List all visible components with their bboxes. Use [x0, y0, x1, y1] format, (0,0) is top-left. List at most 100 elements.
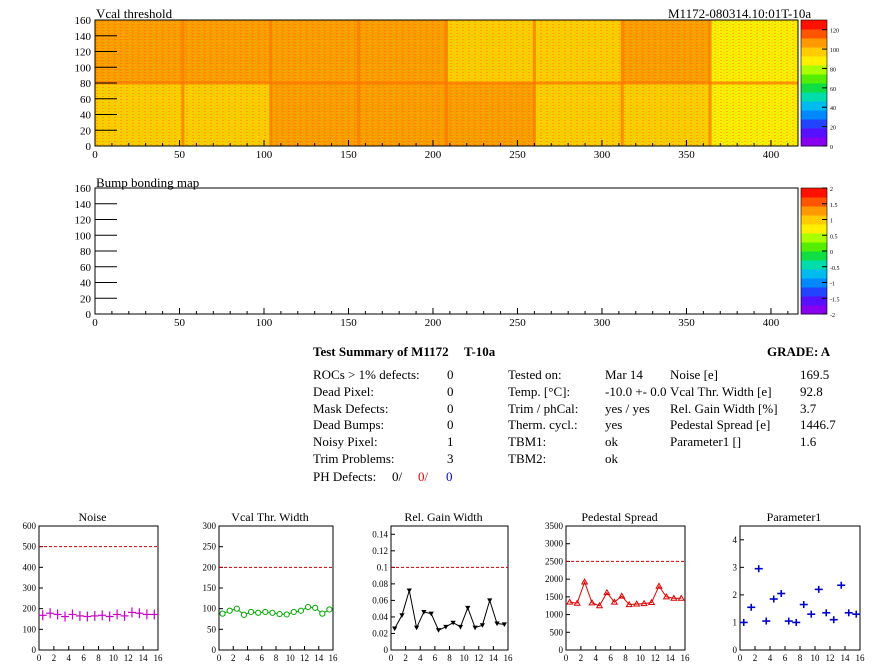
x-tick-label: 4 [245, 653, 250, 663]
x-tick-label: 12 [826, 653, 835, 663]
x-tick-label: 250 [509, 149, 526, 161]
vcal-palette-tick-label: 100 [830, 48, 839, 54]
x-tick-label: 350 [678, 149, 695, 161]
y-tick-label: 150 [203, 583, 217, 593]
y-tick-label: 0.04 [372, 612, 388, 622]
bump-palette-swatch [801, 233, 827, 243]
bump-bonding-map: 0 50 100 150 200 250 300 350 4000204060801001201… [75, 183, 840, 329]
vcal-palette-swatch [801, 56, 827, 66]
y-tick-label: 50 [207, 624, 217, 634]
series-line [394, 590, 505, 631]
plot-frame [390, 525, 509, 651]
x-tick-label: 400 [763, 149, 780, 161]
vcal-palette-swatch [801, 47, 827, 57]
y-tick-label: 80 [80, 78, 92, 90]
defect-label: Noisy Pixel: [313, 434, 378, 450]
vcal-palette-tick-label: 80 [830, 67, 836, 73]
x-tick-label: 12 [474, 653, 483, 663]
y-tick-label: 60 [80, 94, 92, 106]
condition-value: yes [605, 417, 623, 433]
vcal-palette-swatch [801, 83, 827, 93]
x-tick-label: 8 [447, 653, 452, 663]
condition-value: -10.0 +- 0.0 [605, 383, 667, 399]
y-tick-label: 160 [75, 183, 92, 195]
bump-palette-swatch [801, 242, 827, 252]
ph-defects-value-3: 0 [446, 469, 453, 484]
bump-palette-swatch [801, 188, 827, 198]
x-tick-label: 12 [300, 653, 309, 663]
x-tick-label: 100 [256, 149, 273, 161]
grade-label: GRADE: A [767, 344, 831, 359]
parameter-value: 1446.7 [800, 417, 836, 433]
data-point [677, 594, 685, 601]
parameter-label: Pedestal Spread [e] [670, 417, 771, 433]
data-point [219, 610, 226, 617]
defect-label: ROCs > 1% defects: [313, 367, 420, 382]
data-point [297, 607, 305, 614]
x-tick-label: 0 [37, 653, 42, 663]
summary-heading: Test Summary of M1172 [313, 344, 449, 359]
data-point [233, 605, 240, 612]
data-point [428, 611, 434, 617]
y-tick-label: 120 [75, 47, 92, 59]
x-tick-label: 8 [623, 653, 628, 663]
y-tick-label: 1000 [545, 610, 564, 620]
vcal-palette-tick-label: 20 [830, 126, 836, 132]
data-point [283, 611, 290, 618]
parameter-value: 3.7 [800, 400, 817, 416]
y-tick-label: 3500 [545, 521, 564, 531]
y-tick-label: 0 [559, 645, 564, 655]
bump-palette-tick-label: -2 [830, 313, 835, 319]
defect-label: Mask Defects: [313, 400, 389, 416]
x-tick-label: 10 [109, 653, 119, 663]
y-tick-label: 0 [733, 645, 738, 655]
plot-title: Vcal Thr. Width [231, 510, 308, 524]
summary-tag: T-10a [464, 344, 496, 359]
vcal-palette-swatch [801, 101, 827, 111]
x-tick-label: 0 [389, 653, 394, 663]
y-tick-label: 500 [23, 542, 37, 552]
bump-palette-tick-label: 2 [830, 187, 833, 193]
plot-frame [38, 525, 159, 651]
y-tick-label: 0.06 [372, 595, 388, 605]
condition-value: yes / yes [605, 400, 650, 416]
data-point [494, 621, 500, 627]
x-tick-label: 6 [433, 653, 438, 663]
y-tick-label: 2500 [545, 556, 564, 566]
ph-defects-label: PH Defects: [313, 469, 377, 484]
defect-label: Dead Pixel: [313, 383, 375, 399]
defect-value: 1 [447, 434, 454, 450]
vcal-palette-tick-label: 60 [830, 87, 836, 93]
bump-palette-swatch [801, 197, 827, 207]
x-tick-label: 0 [217, 653, 222, 663]
x-tick-label: 6 [260, 653, 265, 663]
data-point [487, 598, 493, 603]
plot-title: Parameter1 [767, 510, 822, 524]
x-tick-label: 8 [96, 653, 101, 663]
data-point [435, 628, 442, 633]
y-tick-label: 0.14 [372, 529, 388, 539]
bump-palette-swatch [801, 260, 827, 270]
bump-palette-swatch [801, 269, 827, 279]
parameter-label: Rel. Gain Width [%] [670, 400, 778, 416]
bump-palette-swatch [801, 251, 827, 261]
y-tick-label: 1 [733, 617, 738, 627]
plot-frame [218, 525, 334, 651]
vcal-palette-frame [800, 19, 828, 147]
x-tick-label: 10 [286, 653, 296, 663]
plot-title: Rel. Gain Width [404, 510, 482, 524]
x-tick-label: 4 [768, 653, 773, 663]
data-point [670, 594, 678, 601]
x-tick-label: 4 [67, 653, 72, 663]
x-tick-label: 2 [753, 653, 758, 663]
data-point [319, 610, 326, 617]
vcal-palette-swatch [801, 92, 827, 102]
data-point [573, 599, 581, 606]
data-point [472, 625, 478, 631]
y-tick-label: 2000 [545, 574, 564, 584]
ph-defects-value-1: 0/ [392, 469, 403, 484]
y-tick-label: 100 [75, 230, 92, 242]
